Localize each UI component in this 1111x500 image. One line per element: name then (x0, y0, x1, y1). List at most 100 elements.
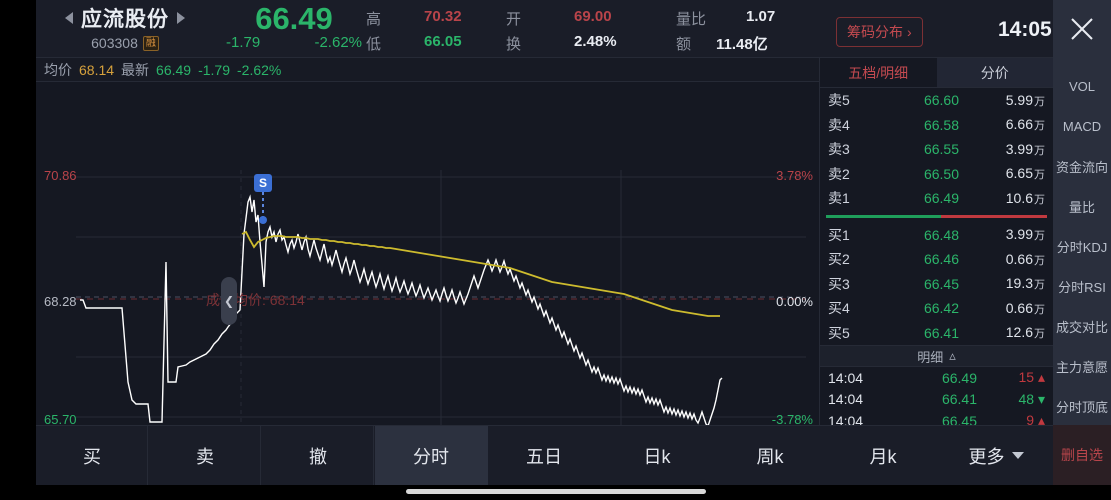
bid-price: 66.45 (923, 275, 959, 292)
stat-turnover-value: 2.48% (574, 33, 617, 50)
bid-label: 买5 (828, 324, 850, 341)
price-line (80, 194, 723, 425)
bid-volume: 19.3万 (977, 275, 1051, 298)
bid-volume: 0.66万 (1005, 299, 1045, 316)
trade-row: 14:04 66.41 48 ▾ (820, 389, 1053, 411)
bid-row[interactable]: 买4 66.42 0.66万 (820, 296, 1053, 321)
bid-price: 66.48 (923, 226, 959, 243)
ask-row[interactable]: 卖4 66.58 6.66万 (820, 113, 1053, 139)
bid-price: 66.42 (923, 300, 959, 317)
stat-high-value: 70.32 (424, 8, 462, 25)
axis-label-high: 70.86 (44, 168, 77, 183)
trade-qty: 15 ▴ (1018, 369, 1046, 386)
ask-volume: 6.66万 (979, 116, 1051, 139)
axis-label-pct-high: 3.78% (776, 168, 813, 183)
quote-header: 应流股份 603308 融 66.49 -1.79 -2.62% 高 7 (36, 0, 1111, 58)
stat-high: 高 (366, 11, 382, 28)
chip-distribution-label: 筹码分布 (847, 24, 903, 40)
prev-stock-icon[interactable] (65, 12, 73, 24)
rail-item-topbottom[interactable]: 分时顶底 (1055, 399, 1108, 415)
next-stock-icon[interactable] (177, 12, 185, 24)
order-book-tabs: 五档/明细 分价 (820, 58, 1053, 88)
ask-row[interactable]: 卖5 66.60 5.99万 (820, 88, 1053, 114)
tab-price-by-volume[interactable]: 分价 (936, 58, 1053, 87)
close-button[interactable] (1053, 0, 1111, 58)
main-panel: 应流股份 603308 融 66.49 -1.79 -2.62% 高 7 (36, 0, 1111, 485)
bid-label: 买1 (828, 226, 850, 243)
chevron-right-icon: › (907, 24, 912, 40)
ask-row[interactable]: 卖2 66.50 6.65万 (820, 162, 1053, 188)
ask-label: 卖2 (828, 165, 850, 182)
ask-price: 66.58 (923, 116, 959, 133)
rail-item-rsi[interactable]: 分时RSI (1058, 279, 1106, 295)
indicator-rail: VOL MACD 资金流向 量比 分时KDJ 分时RSI 成交对比 主力意愿 分… (1053, 58, 1111, 425)
axis-label-pct-low: -3.78% (771, 412, 813, 427)
trade-price: 66.49 (941, 369, 977, 386)
tab-buy[interactable]: 买 (36, 426, 149, 485)
strip-change-value: -1.79 (198, 61, 231, 78)
bid-row[interactable]: 买5 66.41 12.6万 (820, 321, 1053, 347)
home-indicator[interactable] (405, 489, 706, 494)
ask-row[interactable]: 卖3 66.55 3.99万 (820, 137, 1053, 163)
rail-item-vol[interactable]: VOL (1068, 79, 1095, 95)
trade-price: 66.41 (941, 391, 977, 408)
avg-price-label: 均价 (44, 61, 72, 78)
ask-price: 66.55 (923, 141, 959, 158)
bid-row[interactable]: 买3 66.45 19.3万 (820, 272, 1053, 298)
trade-qty: 9 ▴ (1026, 412, 1045, 429)
ask-label: 卖3 (828, 141, 850, 158)
tab-monthly-k[interactable]: 月k (869, 446, 897, 467)
close-icon (1071, 18, 1093, 40)
rail-item-compare[interactable]: 成交对比 (1055, 319, 1108, 335)
ask-price: 66.50 (923, 165, 959, 182)
rail-item-volratio[interactable]: 量比 (1068, 200, 1095, 216)
ask-volume: 5.99万 (979, 92, 1051, 114)
rail-item-kdj[interactable]: 分时KDJ (1056, 240, 1108, 255)
tab-five-levels[interactable]: 五档/明细 (848, 64, 909, 81)
ask-row[interactable]: 卖1 66.49 10.6万 (820, 186, 1053, 212)
bid-label: 买2 (828, 251, 850, 268)
chip-distribution-button[interactable]: 筹码分布 › (836, 17, 923, 47)
tab-cancel[interactable]: 撤 (262, 426, 375, 485)
bid-price: 66.46 (923, 251, 959, 268)
stat-volratio: 量比 (676, 11, 707, 28)
tab-more[interactable]: 更多 (940, 426, 1053, 485)
last-price: 66.49 (255, 1, 333, 36)
tab-fiveday[interactable]: 五日 (526, 446, 562, 467)
stat-turnover: 换 (506, 36, 522, 53)
bid-volume: 0.66万 (1005, 250, 1045, 267)
latest-label: 最新 (121, 61, 150, 78)
change-value: -1.79 (226, 34, 261, 51)
stat-volratio-value: 1.07 (746, 8, 776, 25)
tab-more-label: 更多 (968, 446, 1005, 467)
stat-amount: 额 (676, 36, 692, 53)
sell-marker-stem (262, 192, 264, 218)
rail-item-mainforce[interactable]: 主力意愿 (1055, 359, 1108, 375)
sell-marker-icon[interactable]: S (254, 174, 272, 192)
bid-volume: 12.6万 (979, 324, 1051, 347)
stock-code: 603308 (91, 35, 138, 51)
last-price-block: 66.49 -1.79 -2.62% (224, 1, 364, 52)
rail-item-macd[interactable]: MACD (1062, 119, 1102, 135)
trade-qty: 48 ▾ (1018, 390, 1046, 407)
tab-weekly-k[interactable]: 周k (756, 446, 784, 467)
intraday-chart[interactable]: 70.86 68.28 65.70 3.78% 0.00% -3.78% 成本均… (36, 82, 819, 460)
bid-row[interactable]: 买1 66.48 3.99万 (820, 223, 1053, 249)
stat-low-value: 66.05 (424, 33, 462, 50)
axis-label-mid: 68.28 (44, 294, 77, 309)
tab-daily-k[interactable]: 日k (643, 446, 671, 467)
chevron-left-icon[interactable]: ❮ (221, 277, 237, 325)
order-book-panel: 五档/明细 分价 卖5 66.60 5.99万 卖4 66.58 6.66万 (819, 58, 1053, 450)
tab-sell[interactable]: 卖 (149, 426, 262, 485)
bid-label: 买4 (828, 300, 850, 317)
trade-detail-header[interactable]: 明细 ▵ (820, 345, 1053, 367)
stock-name: 应流股份 (81, 8, 169, 31)
stat-open: 开 (506, 11, 522, 28)
bid-row[interactable]: 买2 66.46 0.66万 (820, 247, 1053, 272)
remove-watchlist-button[interactable]: 删自选 (1053, 425, 1111, 485)
tab-intraday[interactable]: 分时 (375, 426, 488, 485)
chevron-up-icon: ▵ (949, 348, 956, 363)
stock-identity[interactable]: 应流股份 603308 融 (40, 3, 210, 51)
rail-item-moneyflow[interactable]: 资金流向 (1055, 160, 1108, 176)
